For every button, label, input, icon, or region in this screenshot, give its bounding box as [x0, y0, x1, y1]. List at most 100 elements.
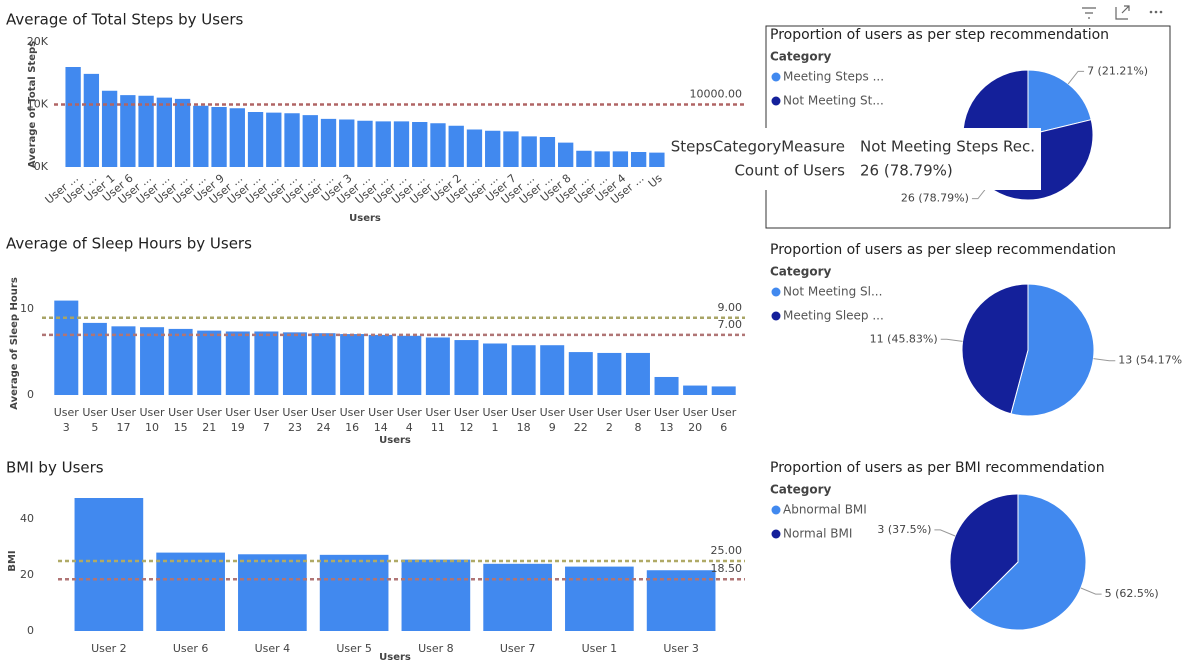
x-tick-label: User 13	[654, 406, 680, 434]
x-tick-label-line: User	[168, 406, 194, 419]
pie-slice	[1027, 69, 1092, 136]
reference-label: 18.50	[711, 562, 743, 575]
legend-label: Meeting Sleep ...	[783, 309, 884, 323]
x-tick-label: User 11	[425, 406, 451, 434]
x-tick-label: User 17	[111, 406, 137, 434]
x-tick-label: User 5	[82, 406, 108, 434]
legend-label: Abnormal BMI	[783, 503, 867, 517]
reference-label: 25.00	[711, 544, 743, 557]
x-tick-label: User 4	[255, 642, 291, 655]
x-tick-label-line: 24	[317, 421, 331, 434]
x-tick-label-line: User	[568, 406, 594, 419]
leader-line	[1093, 358, 1116, 362]
x-tick-label: User 1	[582, 642, 618, 655]
bar	[711, 386, 736, 395]
x-tick-label: User 2	[91, 642, 127, 655]
x-tick-label-line: User	[625, 406, 651, 419]
x-tick-label-line: 23	[288, 421, 302, 434]
legend-swatch	[771, 529, 781, 539]
x-tick-label: User 7	[500, 642, 536, 655]
x-tick-label: User 5	[336, 642, 372, 655]
y-tick-label: 10	[20, 302, 34, 315]
bar	[576, 150, 592, 167]
x-tick-label-line: 6	[720, 421, 727, 434]
x-tick-label-line: User	[597, 406, 623, 419]
y-tick-label: 0	[27, 624, 34, 637]
legend-swatch	[771, 505, 781, 515]
focus-icon[interactable]	[1115, 5, 1130, 20]
bar	[320, 118, 337, 167]
pie-slice	[949, 493, 1019, 611]
x-tick-label-line: User	[454, 406, 480, 419]
bar	[156, 97, 172, 167]
x-tick-label: User 8	[625, 406, 651, 434]
bar	[448, 125, 464, 167]
y-axis-title: Average of Sleep Hours	[9, 277, 20, 410]
x-tick-label-line: 9	[549, 421, 556, 434]
x-tick-label: User 20	[683, 406, 709, 434]
leader-line	[1080, 587, 1102, 595]
x-tick-label: User 22	[568, 406, 594, 434]
bar	[357, 120, 373, 167]
x-tick-label-line: User	[397, 406, 423, 419]
bar	[401, 559, 471, 631]
tooltip-box	[676, 128, 1041, 190]
x-tick-label: User 2	[597, 406, 623, 434]
bar	[197, 330, 222, 395]
x-tick-label-line: User	[140, 406, 166, 419]
leader-line	[934, 529, 956, 537]
x-tick-label-line: 2	[606, 421, 613, 434]
x-tick-label: User 19	[225, 406, 251, 434]
x-tick-label-line: User	[368, 406, 394, 419]
x-tick-label-line: 1	[492, 421, 499, 434]
tooltip-key: Count of Users	[734, 162, 845, 180]
bar	[65, 67, 81, 167]
x-tick-label: User 18	[511, 406, 537, 434]
x-tick-label-line: User	[197, 406, 223, 419]
legend-title: Category	[770, 265, 832, 279]
bar	[568, 352, 593, 395]
bar	[339, 119, 355, 167]
bar	[211, 107, 227, 167]
bar	[368, 334, 393, 395]
x-tick-label: User 3	[663, 642, 699, 655]
pie-slice	[969, 493, 1087, 631]
bar	[254, 331, 279, 395]
x-tick-label: User 15	[168, 406, 194, 434]
tooltip-value: Not Meeting Steps Rec.	[860, 138, 1035, 156]
bar	[485, 130, 501, 167]
x-tick-label-line: 19	[231, 421, 245, 434]
bar	[558, 142, 574, 167]
bar	[138, 95, 154, 167]
bar	[168, 328, 193, 395]
x-tick-label-line: User	[82, 406, 108, 419]
more-icon[interactable]	[1149, 10, 1163, 14]
x-tick-label-line: User	[111, 406, 137, 419]
bar	[597, 352, 622, 395]
pie-value-label: 3 (37.5%)	[877, 523, 931, 536]
legend-label: Not Meeting Sl...	[783, 285, 882, 299]
bar	[111, 326, 136, 395]
bar	[74, 498, 144, 631]
chart-title: BMI by Users	[6, 459, 104, 477]
bar	[393, 121, 410, 167]
x-tick-label-line: 3	[63, 421, 70, 434]
pie-title: Proportion of users as per step recommen…	[770, 27, 1109, 43]
chart-title: Average of Sleep Hours by Users	[6, 235, 252, 253]
x-tick-label-line: 15	[174, 421, 188, 434]
y-axis-title: Average of Total Steps	[27, 41, 38, 168]
bar	[83, 73, 100, 167]
x-tick-label-line: 7	[263, 421, 270, 434]
legend-label: Normal BMI	[783, 527, 852, 541]
leader-line	[971, 185, 989, 200]
x-tick-label: Us	[646, 171, 665, 190]
y-tick-label: 40	[20, 512, 34, 525]
x-tick-label-line: 18	[517, 421, 531, 434]
pie-value-label: 11 (45.83%)	[870, 332, 938, 345]
bar	[683, 385, 708, 395]
filter-icon[interactable]	[1082, 7, 1096, 19]
bar	[193, 105, 209, 167]
bar	[483, 343, 508, 395]
legend-swatch	[771, 72, 781, 82]
leader-line	[1067, 70, 1085, 85]
